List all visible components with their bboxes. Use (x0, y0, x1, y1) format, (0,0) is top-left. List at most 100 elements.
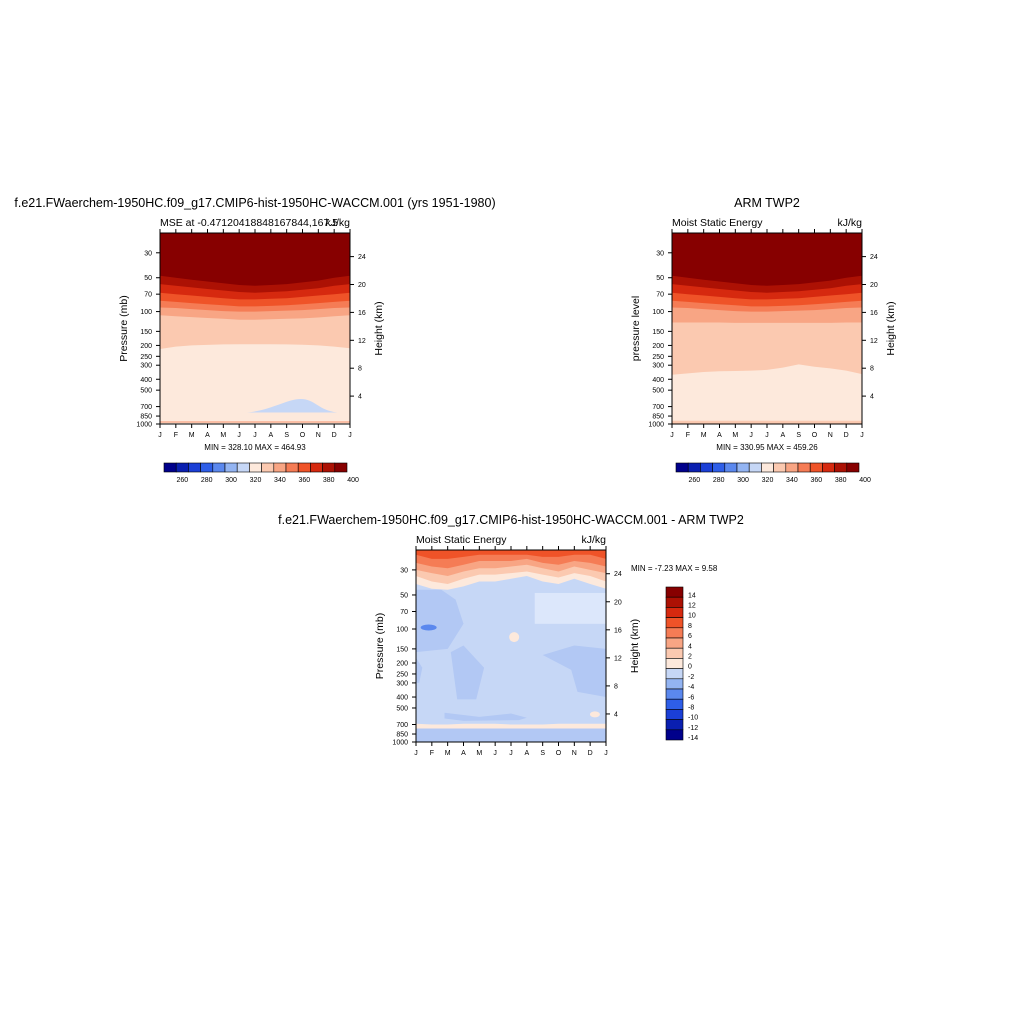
x-tick-label: J (493, 750, 497, 757)
height-axis: 24 20 16 12 8 4 (606, 571, 622, 718)
colorbar-label: 260 (688, 477, 700, 484)
x-tick-label: A (268, 432, 273, 439)
x-tick-label: O (812, 432, 818, 439)
x-tick-label: A (205, 432, 210, 439)
height-tick-label: 8 (358, 366, 362, 373)
x-tick-label: S (796, 432, 801, 439)
colorbar-label: -4 (688, 684, 694, 691)
chart-subtitle-left: Moist Static Energy (416, 534, 507, 546)
y-axis-title: pressure level (630, 296, 642, 361)
x-tick-label: N (572, 750, 577, 757)
colorbar-label: 320 (762, 477, 774, 484)
colorbar-swatch (761, 462, 774, 473)
x-tick-label: D (588, 750, 593, 757)
y-tick-label: 200 (140, 343, 152, 350)
height-tick-label: 16 (870, 310, 878, 317)
x-tick-label: N (316, 432, 321, 439)
band-minus4-minus2 (416, 589, 464, 653)
y-tick-label: 1000 (136, 422, 152, 429)
band-above-410 (672, 233, 862, 286)
y-tick-label: 400 (396, 695, 408, 702)
colorbar-swatch (665, 709, 684, 720)
colorbar-label: 8 (688, 623, 692, 630)
band-minus4-minus2 (542, 645, 606, 697)
x-tick-label: J (237, 432, 241, 439)
band-above-410 (160, 233, 350, 286)
units-label: kJ/kg (581, 534, 606, 546)
y-tick-label: 250 (140, 354, 152, 361)
x-tick-label: J (860, 432, 864, 439)
height-axis-title: Height (km) (629, 619, 641, 673)
colorbar-label: 360 (298, 477, 310, 484)
y-tick-label: 400 (652, 377, 664, 384)
colorbar-swatch (665, 637, 684, 649)
colorbar: 260 280 300 320 340 360 380 400 (675, 462, 871, 484)
y-tick-label: 70 (400, 609, 408, 616)
x-tick-label: J (414, 750, 418, 757)
colorbar-swatch (809, 462, 823, 473)
height-tick-label: 12 (614, 655, 622, 662)
colorbar-swatch (175, 462, 189, 473)
x-tick-label: S (284, 432, 289, 439)
colorbar-swatch (846, 462, 860, 473)
colorbar-label: 360 (810, 477, 822, 484)
y-tick-label: 200 (652, 343, 664, 350)
colorbar-label: 0 (688, 664, 692, 671)
band-below-340 (247, 399, 338, 413)
x-tick-label: J (670, 432, 674, 439)
chart-title: ARM TWP2 (734, 196, 800, 210)
height-axis: 24 20 16 12 8 4 (862, 254, 878, 401)
band-surface-blue (416, 728, 606, 742)
chart-panel-3: J F M A M J J A S O N D J305070100150200250300400500… (278, 513, 744, 757)
y-tick-label: 70 (144, 292, 152, 299)
x-tick-label: J (253, 432, 257, 439)
colorbar-swatch (665, 719, 684, 731)
y-tick-label: 100 (652, 309, 664, 316)
colorbar-swatch (724, 462, 738, 473)
height-axis-title: Height (km) (885, 301, 897, 355)
contour-fill (416, 550, 606, 742)
x-tick-label: A (780, 432, 785, 439)
contour-fill (672, 233, 862, 424)
colorbar-swatch (236, 462, 250, 473)
y-tick-label: 1000 (648, 422, 664, 429)
colorbar-swatch (665, 678, 684, 690)
x-tick-label: J (158, 432, 162, 439)
units-label: kJ/kg (325, 217, 350, 229)
colorbar-swatch (665, 658, 684, 669)
colorbar-label: 280 (713, 477, 725, 484)
y-tick-label: 100 (140, 309, 152, 316)
x-tick-label: M (220, 432, 226, 439)
colorbar-label: -12 (688, 725, 698, 732)
height-tick-label: 12 (358, 338, 366, 345)
y-tick-label: 850 (140, 414, 152, 421)
colorbar-swatch (665, 586, 684, 598)
y-tick-label: 700 (396, 722, 408, 729)
contour-fill (160, 233, 350, 424)
y-tick-label: 50 (400, 592, 408, 599)
colorbar-label: 12 (688, 603, 696, 610)
colorbar-label: -8 (688, 705, 694, 712)
x-tick-label: F (430, 750, 434, 757)
y-tick-label: 500 (140, 388, 152, 395)
colorbar-label: 300 (225, 477, 237, 484)
colorbar-swatch (297, 462, 311, 473)
x-tick-label: J (749, 432, 753, 439)
colorbar-label: 4 (688, 643, 692, 650)
band-minus4-minus2 (444, 712, 527, 721)
height-tick-label: 20 (870, 282, 878, 289)
x-tick-label: A (461, 750, 466, 757)
colorbar-swatch (212, 462, 226, 473)
colorbar-swatch (200, 462, 214, 473)
colorbar: 260 280 300 320 340 360 380 400 (163, 462, 359, 484)
y-tick-label: 150 (140, 329, 152, 336)
band-surface (672, 420, 862, 424)
y-tick-label: 150 (652, 329, 664, 336)
x-tick-label: J (348, 432, 352, 439)
x-tick-label: J (765, 432, 769, 439)
band-0-2-patch (589, 711, 600, 718)
